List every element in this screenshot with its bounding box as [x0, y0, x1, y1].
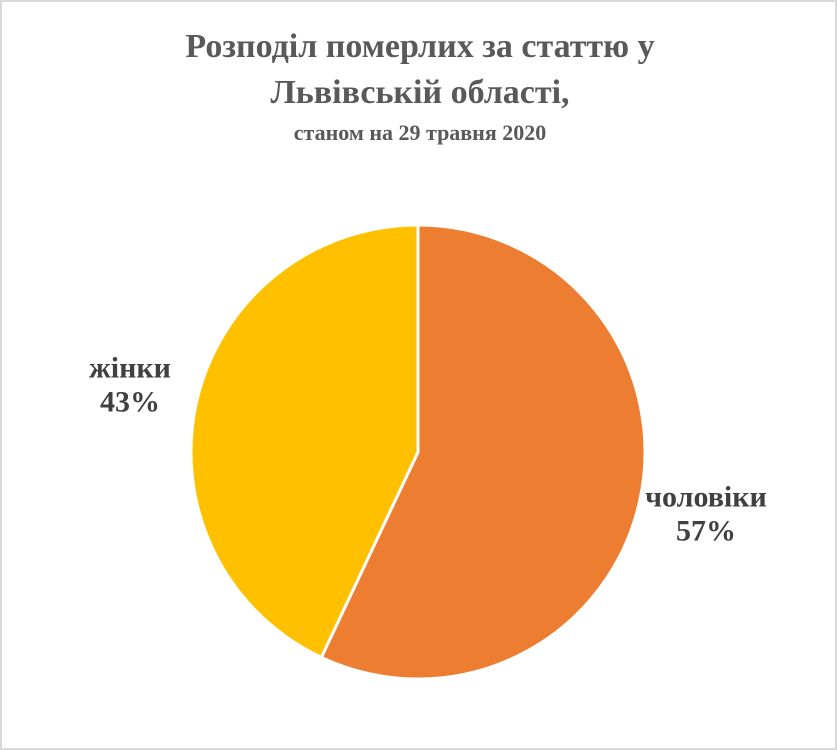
slice-value-label: 43%: [100, 386, 160, 419]
chart-title: Розподіл померлих за статтю у Львівській…: [185, 28, 655, 111]
slice-value-label: 57%: [676, 514, 736, 547]
pie-slice: [319, 223, 647, 681]
slice-category-label: жінки: [89, 352, 171, 385]
slice-category-label: чоловіки: [645, 480, 767, 513]
chart-subtitle: станом на 29 травня 2020: [293, 120, 547, 145]
pie-slice: [189, 223, 420, 660]
